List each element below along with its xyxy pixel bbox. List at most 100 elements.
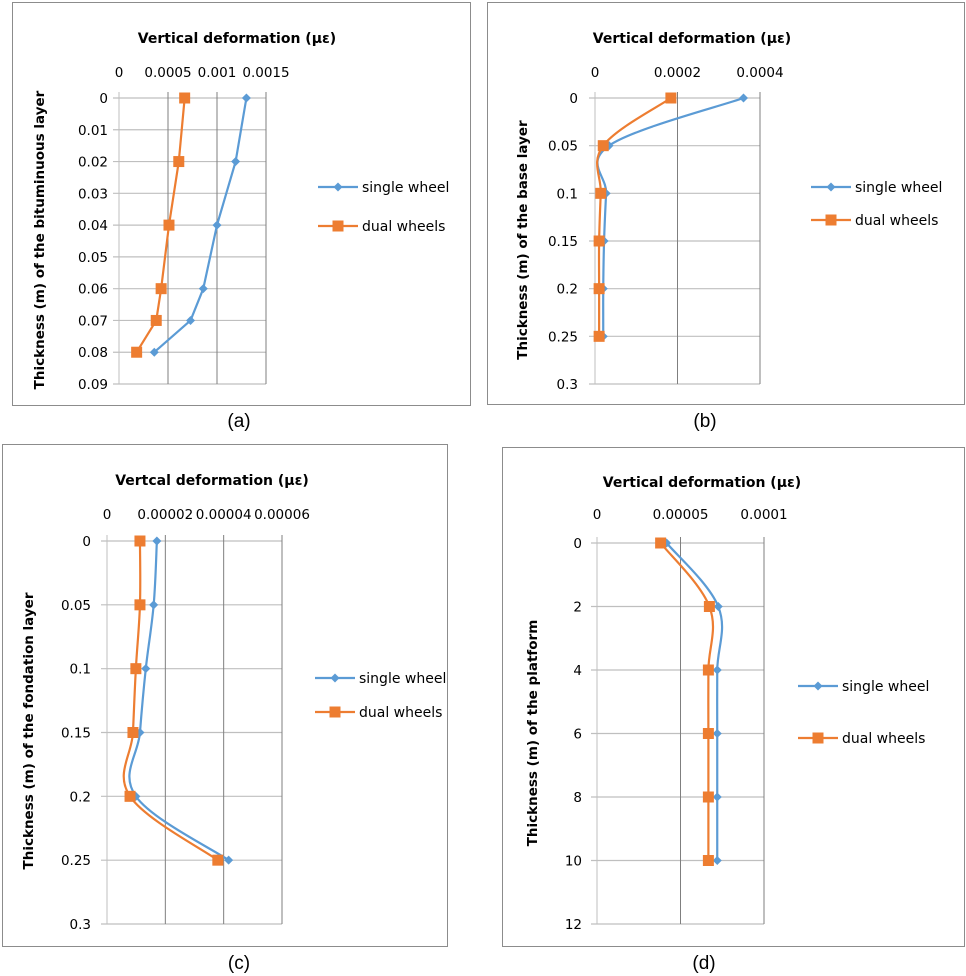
data-point-dual-wheels	[597, 140, 609, 152]
chart-b: Vertical deformation (με) 0 0.0002 0.0004 0 0…	[515, 31, 942, 393]
legend-label: dual wheels	[362, 219, 445, 235]
y-axis-label: Thickness (m) of the fondation layer	[21, 592, 37, 869]
data-point-dual-wheels	[655, 537, 667, 549]
y-tick-label: 0.09	[78, 377, 108, 393]
legend-marker	[330, 673, 340, 683]
legend-item-dual-wheels: dual wheels	[318, 219, 445, 235]
data-point-dual-wheels	[702, 664, 714, 676]
data-point-dual-wheels	[173, 156, 185, 168]
caption-d: (d)	[692, 953, 716, 974]
series-line-single-wheel	[596, 96, 744, 337]
legend-marker	[329, 706, 341, 718]
legend-item-single-wheel: single wheel	[798, 679, 929, 695]
data-point-single-wheel	[231, 157, 241, 167]
data-point-dual-wheels	[127, 727, 139, 738]
x-tick-label: 0.00006	[254, 507, 310, 523]
legend-marker	[825, 214, 837, 226]
panel-c	[2, 444, 448, 947]
y-tick-label: 12	[565, 917, 582, 933]
data-point-single-wheel	[712, 729, 722, 738]
y-axis-label: Thickness (m) of the platform	[525, 620, 541, 847]
legend-item-single-wheel: single wheel	[318, 180, 449, 196]
y-tick-label: 8	[573, 790, 582, 806]
y-tick-label: 0.1	[557, 186, 578, 202]
x-tick-label: 0.0005	[144, 65, 191, 81]
y-tick-label: 0.15	[61, 726, 91, 742]
caption-a: (a)	[227, 411, 251, 432]
x-tick-label: 0.0001	[740, 507, 787, 523]
data-point-single-wheel	[712, 792, 722, 802]
data-point-dual-wheels	[703, 601, 715, 612]
panel-b	[487, 2, 965, 405]
y-tick-label: 0.3	[557, 377, 578, 393]
legend-item-dual-wheels: dual wheels	[798, 731, 925, 747]
data-point-dual-wheels	[593, 283, 605, 295]
data-point-dual-wheels	[593, 330, 605, 342]
y-tick-label: 0.25	[548, 329, 578, 345]
y-tick-label: 0.07	[78, 313, 108, 329]
series-line-dual-wheels	[659, 542, 715, 861]
x-tick-label: 0.00005	[653, 507, 709, 523]
y-tick-label: 0	[99, 91, 108, 107]
data-point-dual-wheels	[702, 728, 714, 739]
data-point-single-wheel	[739, 93, 748, 103]
data-point-single-wheel	[713, 602, 723, 611]
y-tick-label: 6	[573, 727, 582, 743]
data-point-dual-wheels	[593, 235, 605, 247]
chart-title: Vertcal deformation (με)	[115, 473, 309, 489]
y-tick-label: 0.04	[78, 218, 108, 234]
legend-item-dual-wheels: dual wheels	[315, 705, 442, 721]
legend-marker	[333, 182, 343, 192]
series-line-single-wheel	[665, 542, 724, 861]
chart-title: Vertical deformation (με)	[138, 31, 336, 47]
data-point-single-wheel	[212, 220, 222, 230]
x-tick-label: 0.0015	[242, 65, 289, 81]
y-tick-label: 0.02	[78, 155, 108, 171]
data-point-dual-wheels	[702, 791, 714, 803]
legend-label: dual wheels	[842, 731, 925, 747]
data-point-single-wheel	[149, 600, 159, 610]
x-tick-label: 0.00004	[196, 507, 252, 523]
x-tick-label: 0.0002	[654, 65, 701, 81]
y-tick-label: 0.2	[70, 789, 91, 805]
data-point-dual-wheels	[155, 283, 167, 295]
data-point-dual-wheels	[665, 92, 677, 104]
y-tick-label: 0.2	[557, 282, 578, 298]
data-point-single-wheel	[149, 347, 159, 357]
y-tick-label: 0.08	[78, 345, 108, 361]
x-tick-label: 0.001	[198, 65, 237, 81]
data-point-dual-wheels	[179, 92, 191, 104]
y-tick-label: 0.05	[548, 139, 578, 155]
legend-marker	[812, 732, 824, 744]
legend-marker	[826, 182, 836, 192]
x-tick-label: 0	[591, 65, 600, 81]
y-tick-label: 0	[82, 534, 91, 550]
y-tick-label: 0.01	[78, 123, 108, 139]
data-point-dual-wheels	[163, 219, 175, 231]
y-tick-label: 2	[573, 600, 582, 616]
chart-d: Vertical deformation (με)0 0.00005 0.00010…	[525, 475, 929, 933]
y-tick-label: 0.15	[548, 234, 578, 250]
y-tick-label: 0.05	[78, 250, 108, 266]
data-point-dual-wheels	[212, 854, 224, 866]
legend-item-single-wheel: single wheel	[811, 180, 942, 196]
data-point-dual-wheels	[131, 346, 143, 358]
x-tick-label: 0.00002	[137, 507, 193, 523]
y-tick-label: 0.03	[78, 186, 108, 202]
data-point-single-wheel	[224, 855, 234, 865]
x-tick-label: 0.0004	[736, 65, 783, 81]
x-tick-label: 0	[593, 507, 602, 523]
panel-a	[12, 2, 471, 406]
legend-label: single wheel	[359, 671, 446, 687]
data-point-single-wheel	[186, 315, 196, 325]
legend-label: single wheel	[362, 180, 449, 196]
data-point-dual-wheels	[124, 790, 136, 802]
y-axis-label: Thickness (m) of the base layer	[515, 120, 531, 360]
legend-label: single wheel	[855, 180, 942, 196]
data-point-dual-wheels	[134, 535, 146, 547]
series-line-dual-wheels	[122, 540, 219, 862]
data-point-single-wheel	[712, 856, 722, 865]
chart-c: Vertcal deformation (με)0 0.00002 0.00004 0…	[21, 473, 446, 933]
chart-a: Vertical deformation (με) 0 0.0005 0.001 0.0…	[32, 31, 449, 393]
series-line-single-wheel	[153, 97, 248, 354]
